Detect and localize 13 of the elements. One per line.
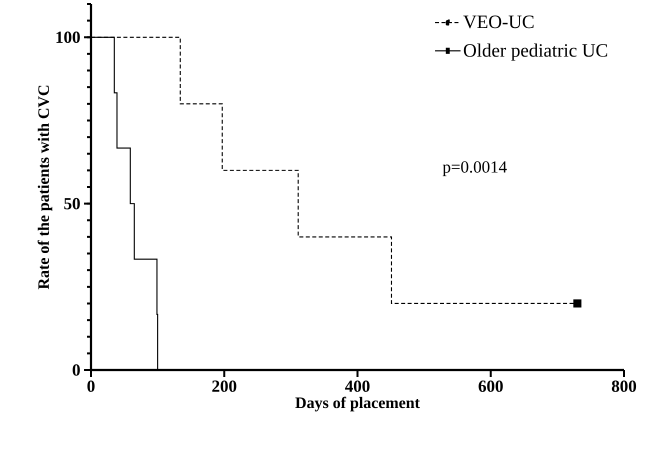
y-tick-label: 50	[64, 198, 80, 210]
legend-label: Older pediatric UC	[464, 43, 608, 61]
x-tick-label: 600	[478, 380, 503, 392]
x-tick-label: 200	[212, 380, 236, 392]
y-axis-title: Rate of the patients with CVC	[38, 86, 52, 290]
x-tick-label: 0	[87, 380, 95, 392]
x-axis-title: Days of placement	[295, 396, 420, 412]
x-tick-label: 400	[345, 380, 370, 392]
annotation: p=0.0014	[442, 161, 507, 176]
legend-label: VEO-UC	[463, 16, 534, 28]
y-tick-label: 100	[56, 32, 80, 43]
x-tick-label: 800	[612, 380, 636, 392]
y-tick-label: 0	[72, 364, 80, 376]
